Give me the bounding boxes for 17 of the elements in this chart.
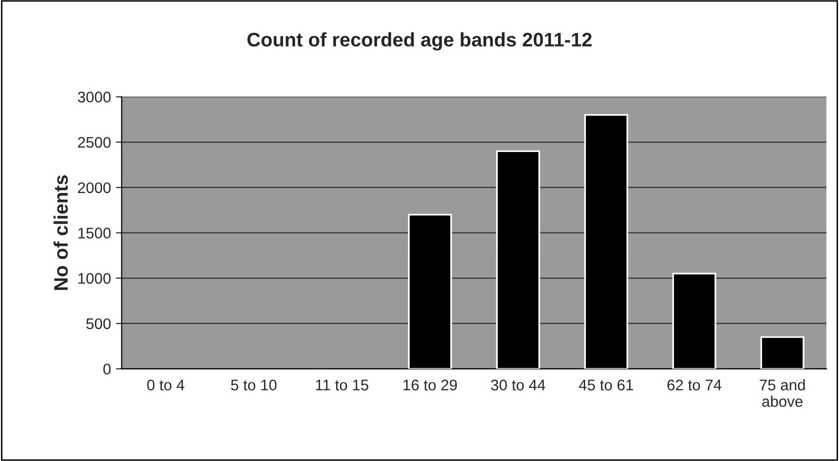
- x-tick-label: 16 to 29: [404, 380, 457, 390]
- chart-title: Count of recorded age bands 2011-12: [247, 32, 592, 50]
- y-tick-label: 0: [103, 364, 111, 374]
- y-tick-label: 1000: [78, 273, 111, 284]
- y-tick-label: 3000: [78, 92, 111, 102]
- y-tick-label: 500: [86, 318, 111, 330]
- x-tick-label: 75 and above: [760, 379, 805, 407]
- x-tick-label: 30 to 44: [491, 380, 546, 390]
- x-tick-label: 5 to 10: [231, 380, 277, 390]
- x-tick-label: 62 to 74: [667, 380, 722, 390]
- y-tick-label: 2500: [78, 137, 111, 148]
- x-tick-label: 45 to 61: [578, 380, 634, 390]
- y-tick-label: 2000: [78, 182, 111, 194]
- y-axis-title: No of clients: [54, 175, 68, 290]
- y-tick-label: 1500: [78, 228, 111, 238]
- x-tick-label: 11 to 15: [316, 380, 368, 390]
- x-tick-label: 0 to 4: [147, 380, 184, 390]
